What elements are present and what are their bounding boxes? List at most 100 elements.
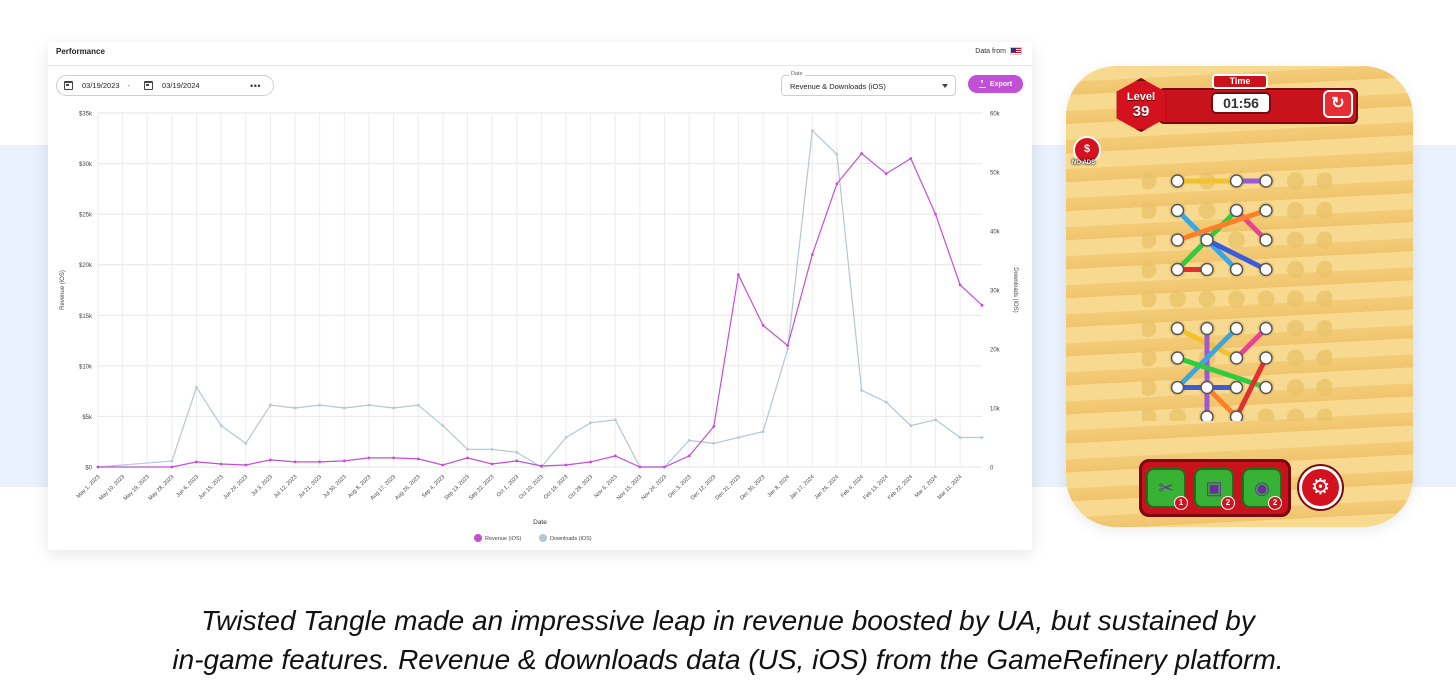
peg-hole (1142, 261, 1157, 278)
pin (1259, 233, 1273, 247)
calendar-icon[interactable] (64, 81, 73, 90)
level-badge: Level 39 (1116, 78, 1166, 132)
scissors-icon[interactable]: ✂ (1146, 468, 1186, 508)
peg-hole (1142, 408, 1157, 421)
peg-hole (1316, 349, 1332, 367)
pin (1200, 262, 1214, 277)
data-from[interactable]: Data from (975, 47, 1022, 55)
x-tick-label: Mar 11, 2024 (937, 474, 964, 501)
data-point (367, 456, 371, 460)
end-date[interactable]: 03/19/2024 (162, 81, 200, 90)
legend-label: Revenue (iOS) (485, 536, 522, 542)
x-tick-label: Dec 21, 2023 (714, 474, 741, 501)
data-point (958, 283, 962, 287)
peg-hole (1316, 202, 1332, 219)
data-point (540, 464, 543, 468)
data-point (884, 400, 888, 404)
no-ads-icon[interactable]: $ (1073, 136, 1101, 164)
data-point (810, 253, 814, 256)
data-point (712, 425, 716, 428)
data-point (195, 386, 198, 389)
data-point (293, 460, 297, 464)
peg-hole (1316, 261, 1332, 278)
more-icon[interactable]: ••• (250, 80, 261, 91)
data-point (490, 462, 494, 466)
pin (1259, 203, 1273, 218)
us-flag-icon[interactable] (1010, 47, 1022, 55)
peg-hole (1287, 261, 1304, 278)
peg-hole (1316, 379, 1332, 396)
data-point (835, 152, 839, 156)
x-tick-label: Jun 15, 2023 (198, 474, 225, 501)
puzzle-board[interactable] (1142, 171, 1332, 421)
start-date[interactable]: 03/19/2023 (82, 81, 120, 90)
legend-marker (474, 534, 482, 542)
data-point (810, 129, 814, 133)
data-point (934, 212, 937, 216)
data-point (687, 439, 691, 442)
chevron-down-icon[interactable] (942, 84, 948, 88)
rope (1204, 237, 1269, 272)
data-point (860, 152, 863, 155)
series-line (98, 152, 983, 468)
pin (1200, 321, 1214, 336)
metric-select[interactable]: Date Revenue & Downloads (iOS) (781, 71, 956, 96)
peg-hole (1287, 231, 1304, 249)
data-point (466, 456, 469, 460)
data-point (737, 436, 740, 439)
metric-select-value[interactable]: Revenue & Downloads (iOS) (790, 82, 886, 91)
x-tick-label: Jul 12, 2023 (273, 474, 298, 499)
restart-icon[interactable]: ↻ (1323, 90, 1353, 118)
x-tick-label: Sep 4, 2023 (421, 474, 446, 499)
no-ads-label[interactable]: NO ADS (1072, 160, 1096, 166)
peg-hole (1316, 290, 1332, 308)
y-tick-label: $30k (79, 162, 93, 168)
x-tick-label: Sep 13, 2023 (443, 474, 470, 501)
y-axis-title: Revenue (iOS) (60, 270, 66, 310)
peg-hole (1287, 172, 1304, 190)
y2-axis-title: Downloads (iOS) (1012, 267, 1018, 312)
peg-hole (1287, 379, 1304, 396)
rope (1234, 326, 1269, 361)
data-point (219, 462, 223, 466)
date-range-picker[interactable]: 03/19/2023 - 03/19/2024 ••• (56, 75, 274, 96)
pin (1229, 262, 1244, 277)
y-tick-label: $15k (79, 314, 93, 320)
y-tick-label: $10k (79, 364, 93, 370)
data-point (613, 454, 617, 458)
data-point (392, 406, 395, 410)
x-tick-label: Jul 21, 2023 (298, 474, 323, 499)
data-point (737, 273, 740, 277)
data-point (712, 442, 716, 445)
data-point (342, 406, 346, 410)
x-tick-label: Oct 10, 2023 (518, 474, 545, 501)
data-point (244, 442, 248, 445)
data-point (195, 460, 198, 464)
peg-hole (1287, 408, 1304, 421)
time-value: 01:56 (1211, 92, 1271, 114)
y2-tick-label: 10k (990, 407, 1001, 413)
y2-tick-label: 30k (990, 289, 1001, 295)
peg-hole (1198, 290, 1216, 308)
legend-marker (539, 534, 547, 542)
performance-chart: $0 $5k $10k $15k $20k $25k $30k $35k 0 10k 20k 30k 4… (60, 112, 1018, 542)
tool-count: 1 (1174, 496, 1188, 510)
y-tick-label: $25k (79, 213, 93, 219)
peg-hole (1142, 379, 1157, 396)
x-tick-label: Oct 1, 2023 (496, 474, 520, 498)
y-tick-label: $0 (85, 466, 92, 472)
x-tick-label: Nov 6, 2023 (593, 474, 618, 499)
export-button[interactable]: Export (968, 75, 1023, 93)
y2-tick-label: 0 (990, 466, 994, 472)
data-point (416, 403, 420, 407)
settings-gear-icon[interactable]: ⚙ (1299, 466, 1342, 509)
calendar-icon[interactable] (144, 81, 154, 90)
x-tick-label: Nov 15, 2023 (616, 474, 643, 501)
pin (1259, 321, 1273, 336)
toolbox-icon[interactable]: ▣ (1194, 468, 1234, 508)
data-point (244, 463, 248, 467)
data-point (884, 172, 888, 176)
x-tick-label: Sep 22, 2023 (468, 474, 495, 501)
x-tick-label: Dec 12, 2023 (690, 474, 717, 501)
time-label: Time (1212, 74, 1268, 89)
